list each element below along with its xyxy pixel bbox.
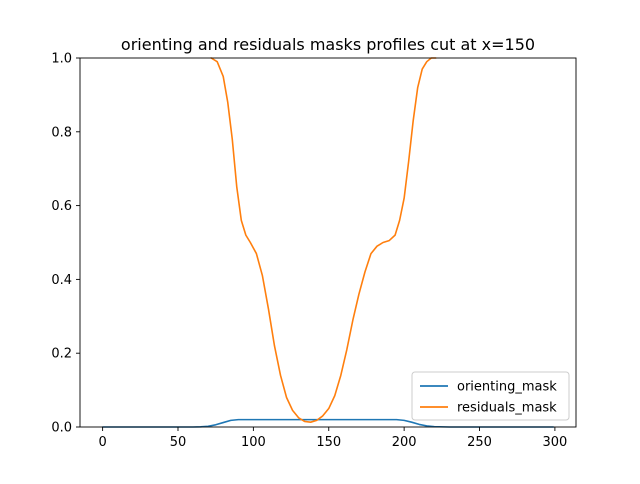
legend-label-orienting-mask: orienting_mask [457,380,557,395]
y-tick-label: 0.4 [51,273,72,288]
axes: 0 50 100 150 200 250 300 0.0 0.2 0.4 0.6 0.8 1.0 [51,52,577,450]
y-tick-label: 0.2 [51,347,72,362]
x-tick-label: 250 [467,435,492,450]
legend-box [411,371,570,421]
x-tick-label: 150 [316,435,341,450]
series-line-orienting-mask [101,418,555,428]
x-tick-label: 200 [392,435,417,450]
x-tick-label: 0 [98,435,106,450]
legend-label-residuals-mask: residuals_mask [457,401,557,416]
axes-frame [79,57,577,428]
x-tick-label: 300 [542,435,567,450]
series-line-residuals-mask [210,57,437,424]
chart-title: orienting and residuals masks profiles c… [121,35,535,54]
y-tick-label: 0.0 [51,421,72,436]
y-tick-label: 1.0 [51,52,72,67]
x-tick-label: 50 [170,435,187,450]
x-tick-label: 100 [241,435,266,450]
legend: orienting_mask residuals_mask [411,371,570,421]
plot-area [101,57,555,428]
y-tick-label: 0.8 [51,125,72,140]
y-tick-label: 0.6 [51,199,72,214]
